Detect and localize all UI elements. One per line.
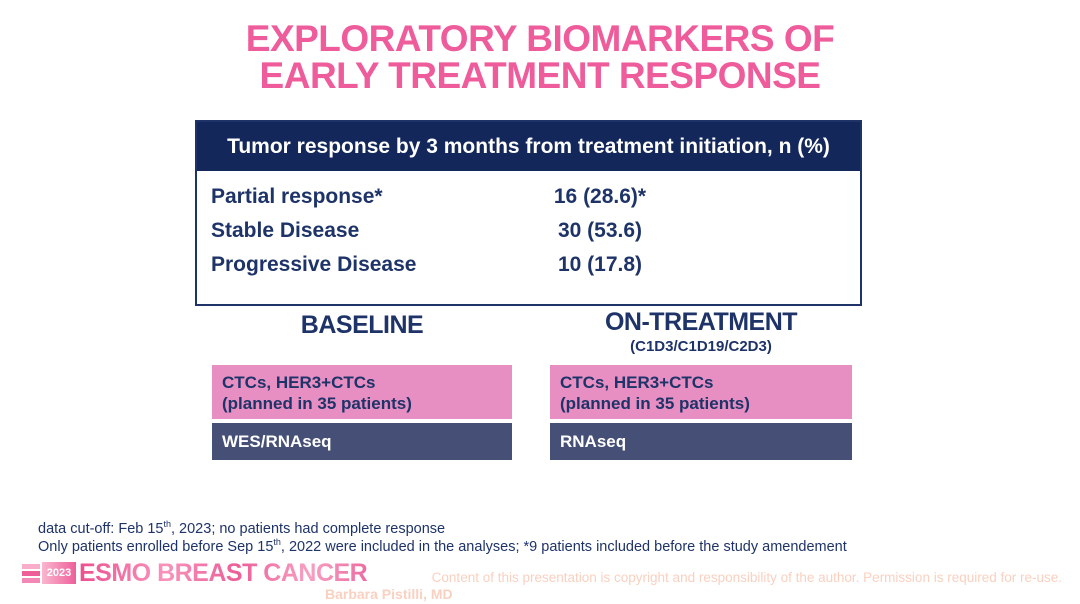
on-treatment-heading: ON-TREATMENT: [604, 308, 798, 336]
row-label: Progressive Disease: [211, 253, 417, 276]
row-label: Partial response*: [211, 185, 383, 208]
footnote-1-superscript: th: [163, 519, 171, 530]
baseline-ctc-box: CTCs, HER3+CTCs (planned in 35 patients): [212, 365, 512, 419]
row-value: 10 (17.8): [557, 253, 643, 276]
tumor-response-table: Tumor response by 3 months from treatmen…: [195, 120, 862, 306]
row-value: 30 (53.6): [557, 219, 643, 242]
logo-stripe: [22, 577, 40, 583]
footnote-2-superscript: th: [273, 536, 281, 547]
slide-title-line-1: EXPLORATORY BIOMARKERS OF: [245, 18, 835, 59]
baseline-seq-box: WES/RNAseq: [212, 423, 512, 460]
slide-title-line-2: EARLY TREATMENT RESPONSE: [259, 55, 821, 96]
logo-stripe: [22, 570, 40, 576]
table-header: Tumor response by 3 months from treatmen…: [197, 122, 860, 171]
footnotes: data cut-off: Feb 15th, 2023; no patient…: [38, 519, 847, 557]
row-value: 16 (28.6)*: [553, 185, 647, 208]
on-treatment-ctc-box: CTCs, HER3+CTCs (planned in 35 patients): [550, 365, 852, 419]
table-row: Stable Disease 30 (53.6): [197, 214, 860, 248]
on-treatment-ctc-line-1: CTCs, HER3+CTCs: [560, 373, 714, 392]
baseline-ctc-line-1: CTCs, HER3+CTCs: [222, 373, 376, 392]
table-row: Partial response* 16 (28.6)*: [197, 180, 860, 214]
baseline-heading: BASELINE: [300, 311, 424, 339]
row-label: Stable Disease: [211, 219, 360, 242]
footnote-1-text-cont: , 2023; no patients had complete respons…: [171, 521, 446, 537]
footnote-line-1: data cut-off: Feb 15th, 2023; no patient…: [38, 519, 847, 539]
table-row: Progressive Disease 10 (17.8): [197, 248, 860, 282]
logo-text: ESMO BREAST CANCER: [79, 558, 368, 587]
slide-title: EXPLORATORY BIOMARKERS OF EARLY TREATMEN…: [0, 20, 1080, 94]
footnote-2-text: Only patients enrolled before Sep 15: [38, 538, 274, 555]
table-body: Partial response* 16 (28.6)* Stable Dise…: [197, 171, 860, 304]
footnote-1-text: data cut-off: Feb 15: [38, 521, 164, 537]
logo-year-badge: 2023: [42, 562, 76, 584]
baseline-ctc-line-2: (planned in 35 patients): [222, 394, 412, 413]
on-treatment-subheading: (C1D3/C1D19/C2D3): [630, 338, 772, 355]
logo-stripes-icon: [22, 563, 40, 583]
author-name: Barbara Pistilli, MD: [325, 586, 453, 602]
on-treatment-ctc-line-2: (planned in 35 patients): [560, 394, 750, 413]
copyright-notice: Content of this presentation is copyrigh…: [431, 570, 1062, 585]
footnote-line-2: Only patients enrolled before Sep 15th, …: [38, 536, 847, 557]
on-treatment-seq-box: RNAseq: [550, 423, 852, 460]
footnote-2-text-cont: , 2022 were included in the analyses; *9…: [280, 538, 847, 555]
esmo-breast-cancer-logo: 2023 ESMO BREAST CANCER: [22, 558, 368, 587]
logo-stripe: [22, 563, 40, 569]
